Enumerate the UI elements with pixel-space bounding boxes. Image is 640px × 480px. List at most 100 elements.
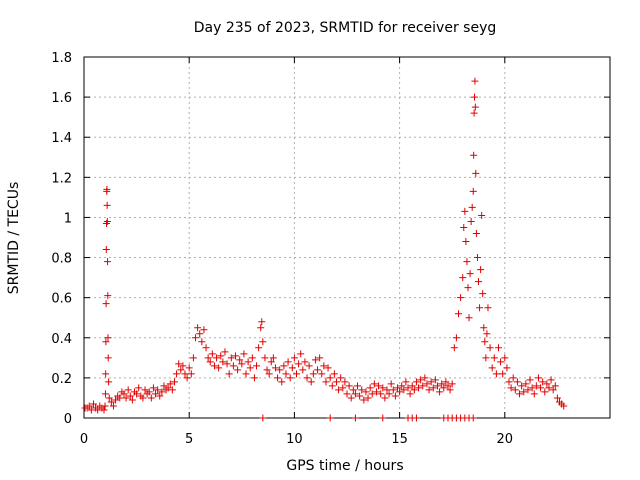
data-point: [488, 364, 496, 372]
data-point: [516, 390, 524, 398]
y-tick-label: 0.8: [51, 252, 72, 267]
data-point: [208, 350, 216, 358]
data-point: [379, 384, 387, 392]
data-point: [107, 398, 115, 406]
data-point: [307, 378, 315, 386]
data-point: [330, 370, 338, 378]
data-point: [545, 384, 553, 392]
data-point: [345, 382, 353, 390]
data-point: [364, 394, 372, 402]
data-point: [187, 370, 195, 378]
data-point: [537, 384, 545, 392]
data-point: [253, 362, 261, 370]
data-point: [185, 364, 193, 372]
data-point: [389, 386, 397, 394]
data-point: [112, 396, 120, 404]
data-point: [265, 370, 273, 378]
chart-title: Day 235 of 2023, SRMTID for receiver sey…: [194, 20, 497, 36]
data-point: [479, 290, 487, 298]
data-point: [297, 350, 305, 358]
data-point: [288, 364, 296, 372]
data-point: [509, 374, 517, 382]
data-point: [356, 392, 364, 400]
data-point: [314, 366, 322, 374]
data-point: [391, 392, 399, 400]
data-point: [271, 364, 279, 372]
data-point: [122, 394, 130, 402]
data-point: [259, 338, 267, 346]
data-point: [87, 406, 95, 414]
data-point: [360, 396, 368, 404]
data-point: [301, 358, 309, 366]
data-point: [147, 394, 155, 402]
data-point: [229, 362, 237, 370]
data-point: [124, 386, 132, 394]
data-point: [436, 388, 444, 396]
data-point: [379, 414, 387, 422]
data-point: [170, 378, 178, 386]
data-point: [522, 380, 530, 388]
data-point: [505, 378, 513, 386]
data-point: [177, 366, 185, 374]
data-point: [372, 388, 380, 396]
data-point: [467, 217, 475, 225]
data-point: [410, 386, 418, 394]
data-point: [457, 294, 465, 302]
data-point: [339, 384, 347, 392]
data-point: [415, 384, 423, 392]
data-point: [244, 358, 252, 366]
data-point: [483, 330, 491, 338]
data-point: [194, 324, 202, 332]
y-tick-label: 0.4: [51, 332, 72, 347]
data-series-srmtid: [81, 77, 568, 422]
data-point: [200, 326, 208, 334]
data-point: [318, 370, 326, 378]
data-point: [102, 370, 110, 378]
data-point: [120, 390, 128, 398]
data-point: [469, 414, 477, 422]
data-point: [166, 380, 174, 388]
data-point: [471, 103, 479, 111]
data-point: [102, 246, 110, 254]
data-point: [103, 185, 111, 193]
data-point: [423, 380, 431, 388]
data-point: [547, 376, 555, 384]
data-point: [511, 386, 519, 394]
data-point: [255, 344, 263, 352]
data-point: [103, 217, 111, 225]
data-point: [236, 356, 244, 364]
data-point: [425, 386, 433, 394]
data-point: [133, 390, 141, 398]
data-point: [492, 370, 500, 378]
data-point: [429, 384, 437, 392]
data-point: [104, 292, 112, 300]
data-point: [223, 360, 231, 368]
data-point: [354, 382, 362, 390]
data-point: [135, 384, 143, 392]
data-point: [459, 274, 467, 282]
data-point: [455, 310, 463, 318]
data-point: [102, 300, 110, 308]
data-point: [328, 382, 336, 390]
data-point: [440, 384, 448, 392]
data-point: [444, 382, 452, 390]
data-point: [404, 384, 412, 392]
data-point: [400, 386, 408, 394]
data-point: [238, 360, 246, 368]
data-point: [263, 366, 271, 374]
data-point: [462, 238, 470, 246]
data-point: [282, 370, 290, 378]
data-point: [126, 392, 134, 400]
data-point: [460, 223, 468, 231]
data-point: [101, 402, 109, 410]
data-point: [484, 304, 492, 312]
data-point: [417, 376, 425, 384]
data-point: [210, 362, 218, 370]
data-point: [347, 394, 355, 402]
y-tick-label: 1.8: [51, 51, 72, 66]
y-tick-labels: 0 0.2 0.4 0.6 0.8 1 1.2 1.4 1.6 1.8: [51, 51, 72, 427]
data-point: [499, 370, 507, 378]
data-point: [248, 354, 256, 362]
data-point: [181, 370, 189, 378]
data-point: [219, 358, 227, 366]
